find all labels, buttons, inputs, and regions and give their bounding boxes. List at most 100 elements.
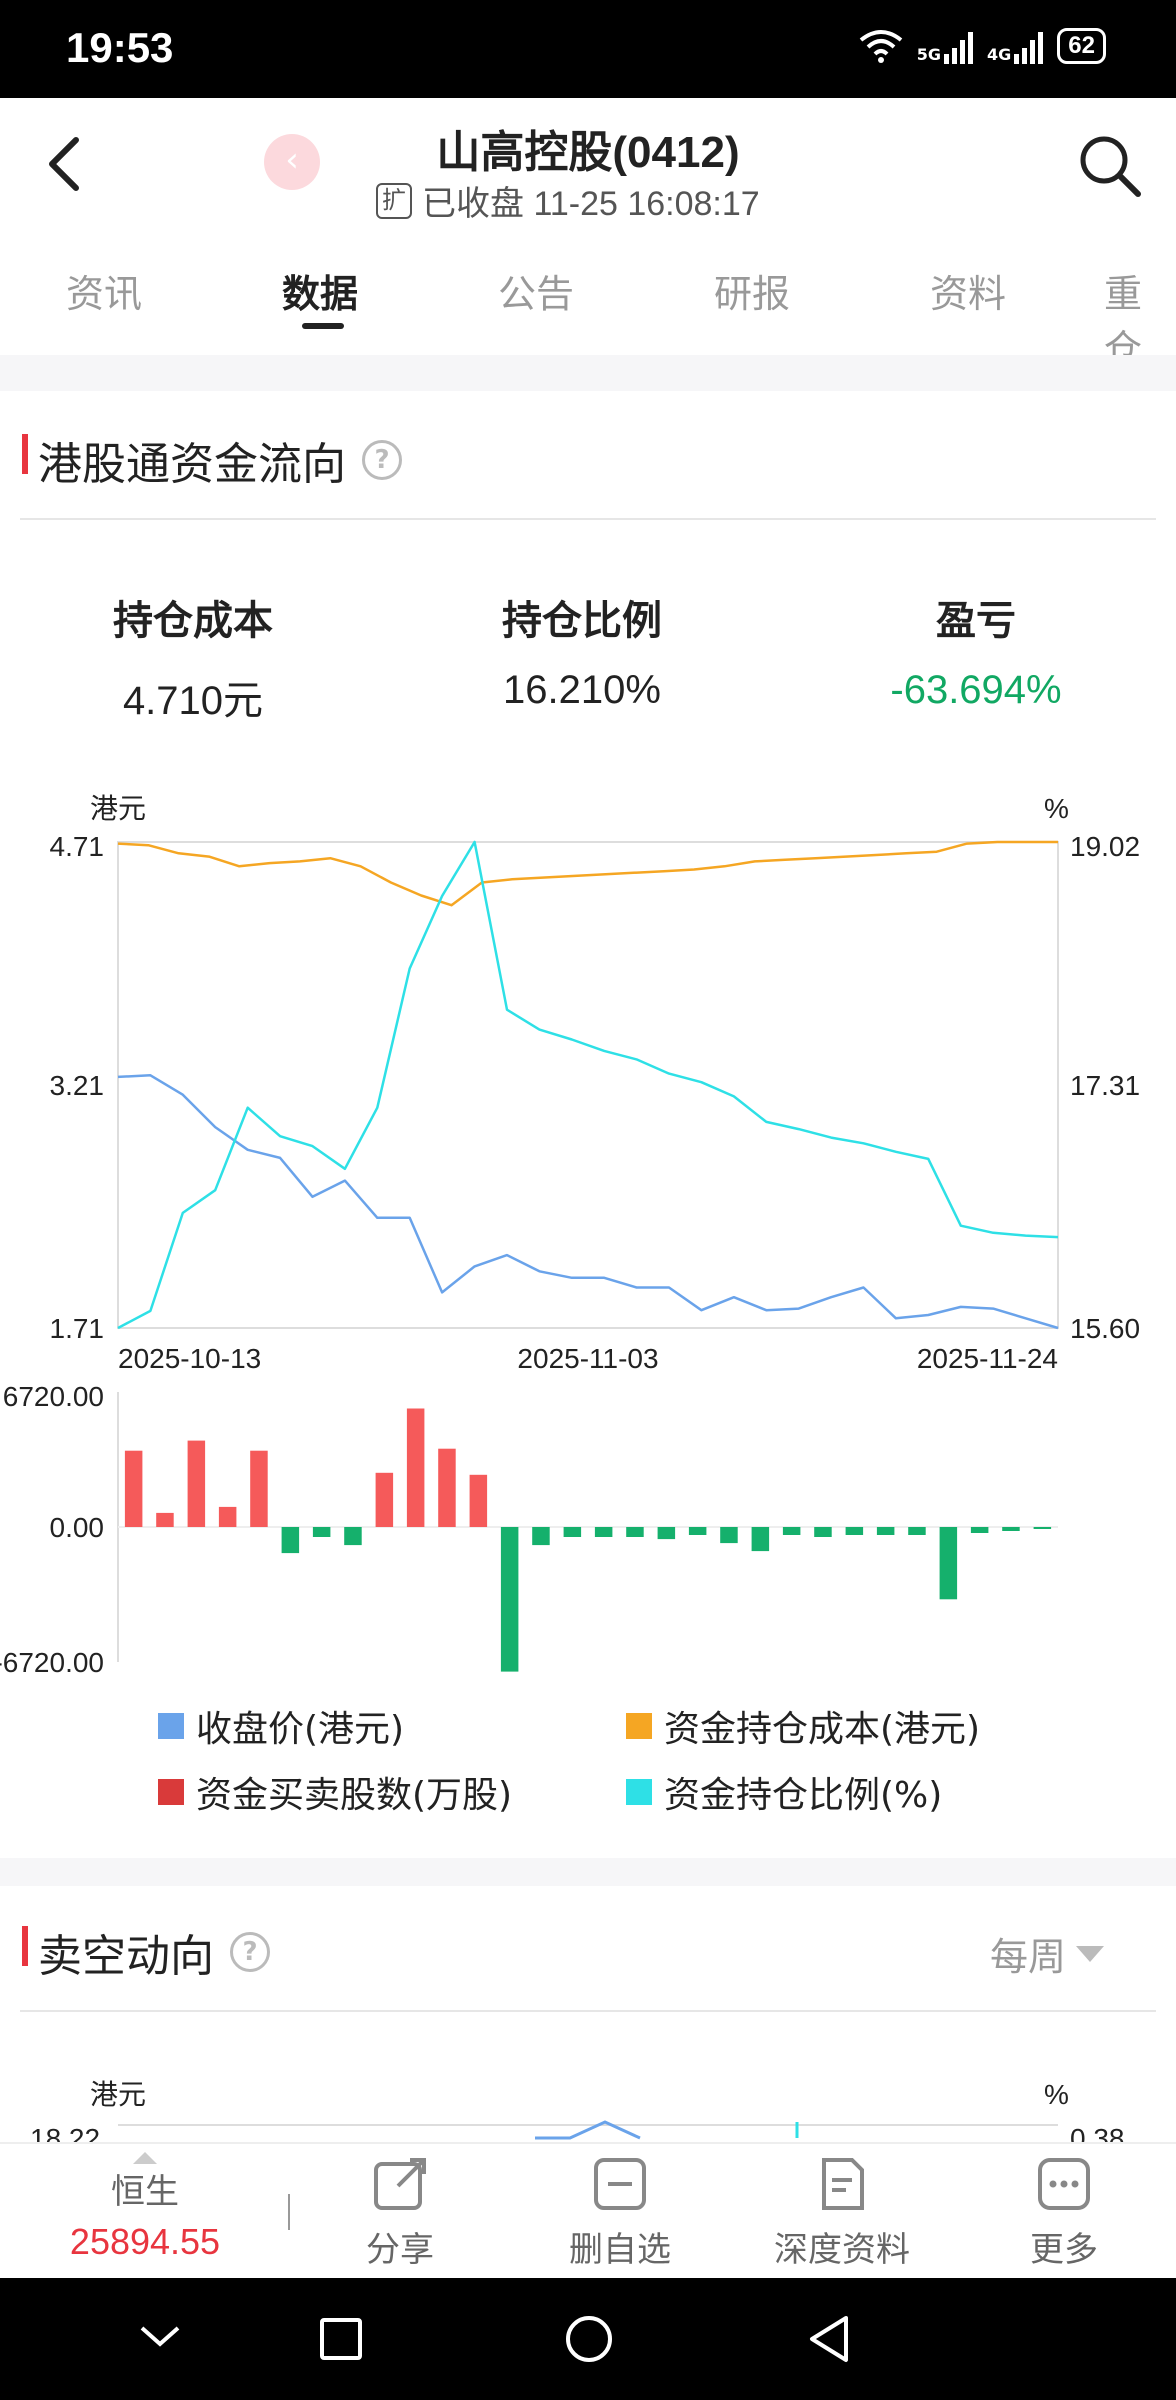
chevron-down-icon [1076, 1945, 1105, 1962]
bottom-toolbar: 恒生 25894.55 分享 删自选 深度资料 更多 [0, 2142, 1176, 2278]
legend-label: 资金持仓比例(%) [664, 1775, 943, 1816]
more-button[interactable]: 更多 [1004, 2154, 1124, 2271]
nav-home-icon[interactable] [564, 2314, 614, 2364]
capital-flow-chart: 港元 % 4.71 3.21 1.71 19.02 17.31 15.60 2025-10-13… [0, 793, 1140, 1678]
divider [20, 518, 1156, 520]
section-gap [0, 355, 1176, 391]
status-bar: 19:53 5G 4G 62 [0, 0, 1176, 98]
help-icon[interactable]: ? [362, 440, 402, 480]
right-unit-label: % [1044, 2079, 1069, 2110]
bar [375, 1472, 394, 1527]
minus-box-icon [594, 2158, 646, 2210]
x-tick: 2025-11-03 [517, 1343, 658, 1374]
bar [124, 1450, 143, 1527]
section-title-text: 港股通资金流向 [38, 439, 346, 490]
share-button[interactable]: 分享 [340, 2154, 460, 2271]
y-right-tick: 19.02 [1070, 831, 1140, 862]
signal-4g-icon: 4G [987, 28, 1044, 64]
legend-swatch [626, 1713, 652, 1739]
market-status-text: 已收盘 11-25 16:08:17 [422, 185, 760, 223]
x-tick: 2025-11-24 [917, 1343, 1058, 1374]
expand-badge[interactable]: 扩 [376, 182, 412, 219]
bar [688, 1527, 707, 1535]
left-unit-label: 港元 [90, 793, 146, 824]
bar [814, 1527, 832, 1537]
toolbar-separator [288, 2194, 290, 2230]
legend-shares-traded: 资金买卖股数(万股) [158, 1766, 512, 1818]
short-price-line [535, 2120, 641, 2140]
line-chart-frame [117, 841, 1059, 1329]
bar [281, 1527, 300, 1554]
nav-recents-icon[interactable] [318, 2316, 364, 2362]
bar [532, 1527, 550, 1546]
tab-profile[interactable]: 资料 [930, 272, 1007, 316]
nav-back-icon[interactable] [806, 2314, 852, 2364]
period-label: 每周 [990, 1935, 1067, 1979]
bar [782, 1527, 801, 1535]
series-line [117, 1074, 1059, 1330]
system-nav-bar [0, 2278, 1176, 2400]
section-title-capital-flow: 港股通资金流向 ? [22, 428, 402, 492]
bar [657, 1527, 676, 1540]
left-unit-label: 港元 [90, 2079, 146, 2110]
tab-bar: 资讯 数据 公告 研报 资料 重仓 [0, 233, 1176, 371]
bar [563, 1527, 582, 1537]
stat-holding-cost: 持仓成本 4.710元 [23, 588, 363, 726]
bar [438, 1448, 456, 1527]
bar [594, 1527, 613, 1537]
tab-indicator [302, 323, 344, 329]
deep-profile-button[interactable]: 深度资料 [762, 2154, 922, 2271]
legend-holding-ratio: 资金持仓比例(%) [626, 1766, 942, 1818]
bar [156, 1512, 174, 1527]
legend-swatch [158, 1779, 184, 1805]
stat-label: 持仓比例 [502, 599, 662, 643]
help-icon[interactable]: ? [230, 1932, 270, 1972]
nav-down-icon[interactable] [138, 2318, 182, 2354]
bar [876, 1527, 895, 1535]
x-tick: 2025-10-13 [118, 1343, 261, 1374]
series-line [117, 840, 1059, 1330]
bar-y-tick: -6720.00 [0, 1647, 104, 1678]
period-dropdown[interactable]: 每周 [990, 1926, 1105, 1981]
tab-news[interactable]: 资讯 [66, 272, 143, 316]
bar-y-tick: 6720.00 [3, 1381, 104, 1412]
y-left-tick: 4.71 [50, 831, 105, 862]
section-accent-bar [22, 1926, 28, 1966]
tab-research[interactable]: 研报 [714, 272, 791, 316]
short-selling-chart: 港元 % 18.22 0.38 [30, 2079, 1125, 2142]
network-label-1: 5G [916, 45, 942, 64]
status-time: 19:53 [66, 24, 174, 71]
right-top-tick: 0.38 [1070, 2123, 1125, 2142]
tab-announcements[interactable]: 公告 [498, 272, 575, 316]
bar-y-tick: 0.00 [50, 1512, 105, 1543]
bar [720, 1527, 738, 1544]
search-icon[interactable] [1074, 130, 1144, 200]
legend-label: 收盘价(港元) [196, 1709, 405, 1750]
back-arrow-icon[interactable] [44, 134, 84, 194]
remove-watchlist-button[interactable]: 删自选 [560, 2154, 680, 2271]
section-accent-bar [22, 434, 28, 474]
prev-stock-icon[interactable]: ‹ [264, 134, 320, 190]
stat-label: 持仓成本 [113, 599, 273, 643]
legend-swatch [626, 1779, 652, 1805]
bar [250, 1450, 268, 1527]
bar [1002, 1527, 1020, 1531]
bar [939, 1527, 958, 1600]
page-title: 山高控股(0412) [436, 128, 740, 177]
share-icon [374, 2158, 426, 2210]
index-value: 25894.55 [69, 2221, 221, 2262]
bar [908, 1527, 926, 1535]
status-icons: 5G 4G 62 [859, 28, 1106, 64]
legend-holding-cost: 资金持仓成本(港元) [626, 1700, 980, 1752]
more-icon [1038, 2158, 1090, 2210]
legend-label: 资金买卖股数(万股) [196, 1775, 513, 1816]
index-ticker[interactable]: 恒生 25894.55 [40, 2152, 250, 2263]
signal-5g-icon: 5G [916, 28, 974, 64]
stat-holding-ratio: 持仓比例 16.210% [412, 588, 752, 713]
bar [970, 1527, 989, 1533]
tab-data[interactable]: 数据 [282, 272, 359, 316]
legend-label: 资金持仓成本(港元) [664, 1709, 981, 1750]
stat-value: 16.210% [503, 668, 661, 712]
bar [751, 1527, 770, 1552]
deep-profile-label: 深度资料 [774, 2230, 910, 2270]
